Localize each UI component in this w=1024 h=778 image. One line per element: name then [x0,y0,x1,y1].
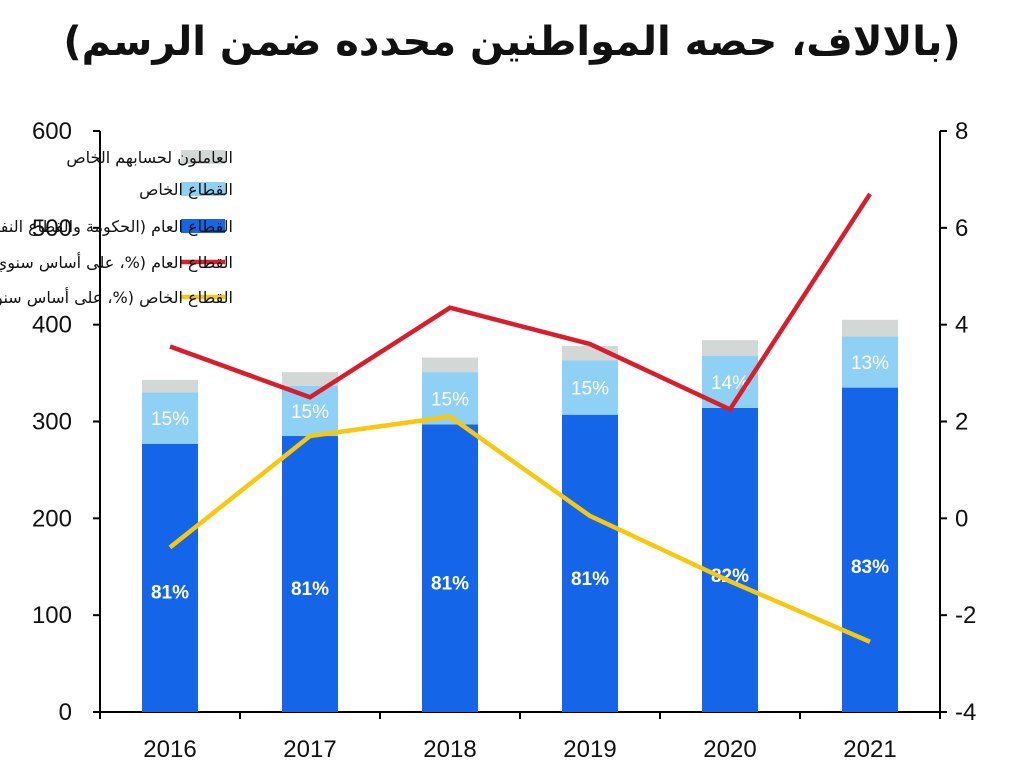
right-axis-tick-label: 0 [955,505,968,532]
legend-swatch [181,182,225,196]
left-axis-tick-label: 100 [32,602,72,629]
bar-segment [842,319,898,337]
left-axis-tick-label: 300 [32,409,72,436]
bar-segment [282,436,338,712]
left-axis-tick-label: 400 [32,312,72,339]
share-labels-layer: 81% 81% 81% 81% 82% 83% 15% 15% 15% 15% 14% 13% [151,353,889,603]
right-axis-tick-label: 6 [955,215,968,242]
legend-label: القطاع الخاص (%، على أساس سنوي، الجانب ا… [0,287,233,308]
bar-segment [282,372,338,386]
bar-segment [842,387,898,712]
right-axis-tick-label: 4 [955,312,968,339]
right-axis-tick-label: -2 [955,602,976,629]
bar-share-label: 13% [851,353,889,374]
bar-segment [562,360,618,415]
legend-label: القطاع العام (الحكومة والقطاع النفطي) [0,217,233,237]
bar-segment [142,443,198,712]
left-axis-tick-label: 500 [32,215,72,242]
series-line [168,414,871,644]
series-line [169,192,872,413]
bar-share-label: 82% [711,566,749,587]
chart-title: (بالالاف، حصه المواطنين محدده ضمن الرسم) [63,19,960,65]
bar-segment [142,379,198,393]
bar-share-label: 15% [291,402,329,423]
x-axis-tick-label: 2020 [703,736,756,763]
left-axis-tick-label: 200 [32,505,72,532]
x-axis-tick-label: 2017 [283,736,336,763]
x-axis-tick-label: 2019 [563,736,616,763]
bar-share-label: 14% [711,373,749,394]
x-axis-tick-label: 2018 [423,736,476,763]
legend-label: القطاع الخاص [139,180,233,200]
bar-segment [422,424,478,712]
bar-segment [282,385,338,437]
bars-layer [142,319,898,712]
x-axis-tick-label: 2016 [143,736,196,763]
left-axis-tick-label: 0 [59,699,72,726]
x-axis-tick-label: 2021 [843,736,896,763]
legend-label: العاملون لحسابهم الخاص [66,148,233,168]
bar-share-label: 81% [571,569,609,590]
bar-segment [142,392,198,444]
axes-layer: 0 100 200 300 400 500 600 -4 -2 0 2 4 6 8 2016 2017 2018… [32,118,976,763]
bar-share-label: 15% [151,409,189,430]
legend-label: القطاع العام (%، على أساس سنوي، الجانب ا… [0,252,233,273]
bar-segment [842,336,898,388]
legend-swatch [181,150,225,164]
right-axis-tick-label: -4 [955,699,976,726]
bar-share-label: 15% [571,379,609,400]
bar-share-label: 81% [431,574,469,595]
bar-share-label: 81% [151,582,189,603]
bar-segment [702,340,758,356]
bar-share-label: 81% [291,579,329,600]
bar-share-label: 15% [431,389,469,410]
legend: العاملون لحسابهم الخاص القطاع الخاص القطاع… [0,148,233,308]
right-axis-tick-label: 8 [955,118,968,145]
lines-layer [168,192,872,644]
legend-swatch [181,219,225,233]
bar-share-label: 83% [851,557,889,578]
bar-segment [702,407,758,712]
left-axis-tick-label: 600 [32,118,72,145]
bar-segment [422,357,478,373]
bar-segment [562,414,618,712]
right-axis-tick-label: 2 [955,409,968,436]
